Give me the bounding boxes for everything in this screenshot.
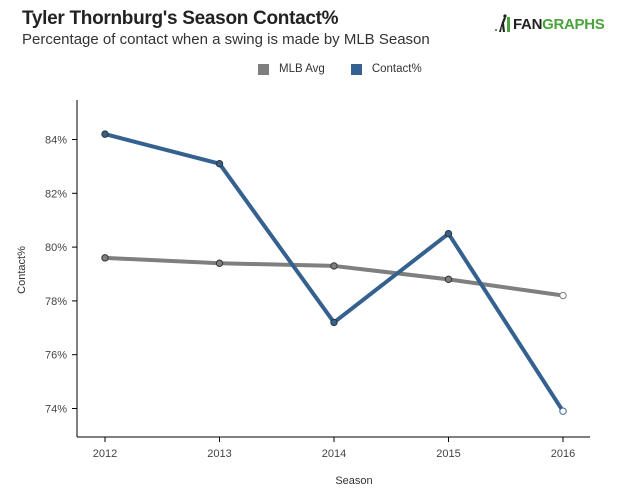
legend-swatch-mlb-avg <box>258 63 269 75</box>
chart-title: Tyler Thornburg's Season Contact% <box>22 8 339 29</box>
chart-subtitle: Percentage of contact when a swing is ma… <box>22 31 430 48</box>
data-point-contact[interactable] <box>444 229 453 238</box>
y-tick-label: 80% <box>45 242 67 254</box>
data-point-mlb-avg[interactable] <box>444 275 453 284</box>
data-point-contact[interactable] <box>215 160 224 168</box>
batter-logo-icon <box>495 14 510 32</box>
data-point-mlb-avg[interactable] <box>330 262 338 270</box>
data-point-contact[interactable] <box>330 318 338 327</box>
data-point-mlb-avg[interactable] <box>101 254 109 262</box>
legend-item-contact[interactable]: Contact% <box>350 63 422 75</box>
chart-legend: MLB Avg Contact% <box>258 63 448 75</box>
y-axis-label: Contact% <box>16 246 28 294</box>
legend-item-mlb-avg[interactable]: MLB Avg <box>258 63 325 75</box>
y-tick-label: 84% <box>45 135 67 147</box>
y-tick-label: 74% <box>45 404 67 416</box>
x-tick-label: 2015 <box>436 448 460 460</box>
series-layer <box>101 130 567 415</box>
logo-text-graphs: GRAPHS <box>542 15 605 33</box>
y-tick-label: 78% <box>45 296 67 308</box>
x-tick-label: 2016 <box>551 448 575 460</box>
x-tick-label: 2014 <box>322 448 346 460</box>
data-point-mlb-avg[interactable] <box>559 291 567 300</box>
x-axis-label: Season <box>335 475 372 487</box>
fangraphs-logo: FAN GRAPHS <box>495 12 605 36</box>
data-point-contact[interactable] <box>101 130 109 138</box>
axes: 74% 76% 78% 80% 82% 84% 2012 2013 2014 2015 2016 <box>45 100 590 460</box>
legend-swatch-contact <box>350 63 362 75</box>
y-tick-label: 82% <box>45 188 67 200</box>
data-point-mlb-avg[interactable] <box>215 259 224 267</box>
series-line-contact <box>104 132 565 413</box>
x-tick-label: 2013 <box>207 448 231 460</box>
y-tick-label: 76% <box>45 350 67 362</box>
legend-label-contact: Contact% <box>371 63 422 75</box>
legend-label-mlb-avg: MLB Avg <box>279 63 325 75</box>
logo-text-fan: FAN <box>513 15 543 33</box>
x-tick-label: 2012 <box>93 448 117 460</box>
data-point-contact[interactable] <box>559 407 567 415</box>
